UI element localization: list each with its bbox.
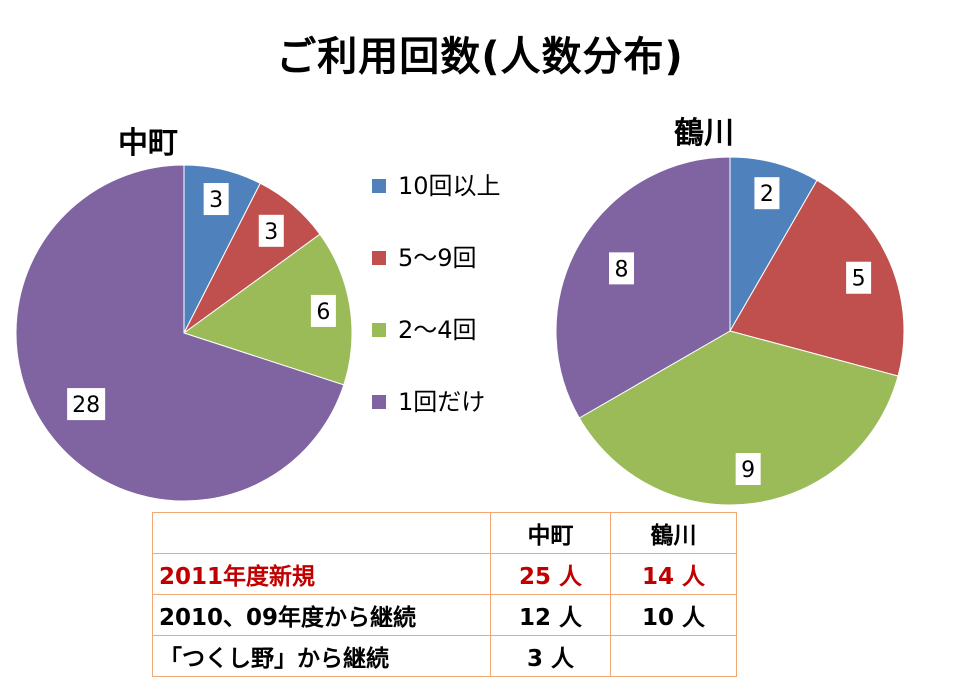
legend-swatch	[372, 251, 386, 265]
data-label-box	[203, 183, 229, 216]
table-row: 2011年度新規 25 人 14 人	[152, 553, 737, 595]
data-label-text: 3	[209, 188, 223, 213]
table-header-cell: 鶴川	[610, 512, 737, 554]
table-cell: 「つくし野」から継続	[152, 635, 491, 677]
data-label-box	[754, 177, 780, 210]
data-label-box	[609, 252, 635, 285]
data-label-text: 2	[760, 182, 774, 207]
chart-title-tsurukawa: 鶴川	[674, 116, 734, 151]
table-cell: 2011年度新規	[152, 553, 491, 595]
table-row: 「つくし野」から継続 3 人	[152, 635, 737, 677]
table-row: 2010、09年度から継続 12 人 10 人	[152, 594, 737, 636]
data-label: 5	[846, 261, 872, 294]
data-label: 3	[258, 214, 284, 247]
table-cell: 10 人	[610, 594, 737, 636]
table-header-row: 中町 鶴川	[152, 512, 737, 554]
data-label-text: 8	[615, 257, 629, 282]
table-cell: 2010、09年度から継続	[152, 594, 491, 636]
table-cell: 3 人	[490, 635, 611, 677]
table-cell: 25 人	[490, 553, 611, 595]
data-label-box	[310, 294, 336, 327]
table-header-cell	[152, 512, 491, 554]
chart-title-nakamachi: 中町	[118, 126, 178, 161]
pie-slice-2-4	[182, 233, 353, 386]
table-cell: 14 人	[610, 553, 737, 595]
data-label: 28	[67, 388, 106, 421]
table-cell	[610, 635, 737, 677]
table-header-cell: 中町	[490, 512, 611, 554]
pie-chart-tsurukawa: 2 5 9 8	[555, 156, 905, 506]
legend-swatch	[372, 323, 386, 337]
data-label-text: 6	[316, 300, 330, 325]
legend-label: 5〜9回	[398, 244, 477, 272]
data-label-text: 3	[264, 220, 278, 245]
page-title: ご利用回数(人数分布)	[276, 34, 684, 80]
pie-slice-5-9	[729, 179, 905, 377]
pie-chart-nakamachi: 3 3 6 28	[15, 164, 353, 502]
data-label-box	[258, 214, 284, 247]
pie-slice-10plus	[729, 156, 818, 333]
legend-label: 1回だけ	[398, 388, 486, 416]
pie-slice-2-4	[578, 330, 899, 506]
data-label-text: 9	[741, 458, 755, 483]
pie-slice-once	[555, 156, 731, 419]
data-label-text: 5	[852, 267, 866, 292]
data-label-text: 28	[72, 393, 100, 418]
summary-table: 中町 鶴川 2011年度新規 25 人 14 人 2010、09年度から継続 1…	[152, 512, 737, 677]
data-label: 2	[754, 177, 780, 210]
data-label: 3	[203, 183, 229, 216]
data-label: 6	[310, 294, 336, 327]
table-cell: 12 人	[490, 594, 611, 636]
legend-swatch	[372, 179, 386, 193]
data-label: 8	[609, 252, 635, 285]
data-label: 9	[735, 453, 761, 486]
data-label-box	[735, 453, 761, 486]
data-label-box	[67, 388, 106, 421]
legend-label: 10回以上	[398, 172, 501, 200]
data-label-box	[846, 261, 872, 294]
legend-swatch	[372, 395, 386, 409]
legend-label: 2〜4回	[398, 316, 477, 344]
